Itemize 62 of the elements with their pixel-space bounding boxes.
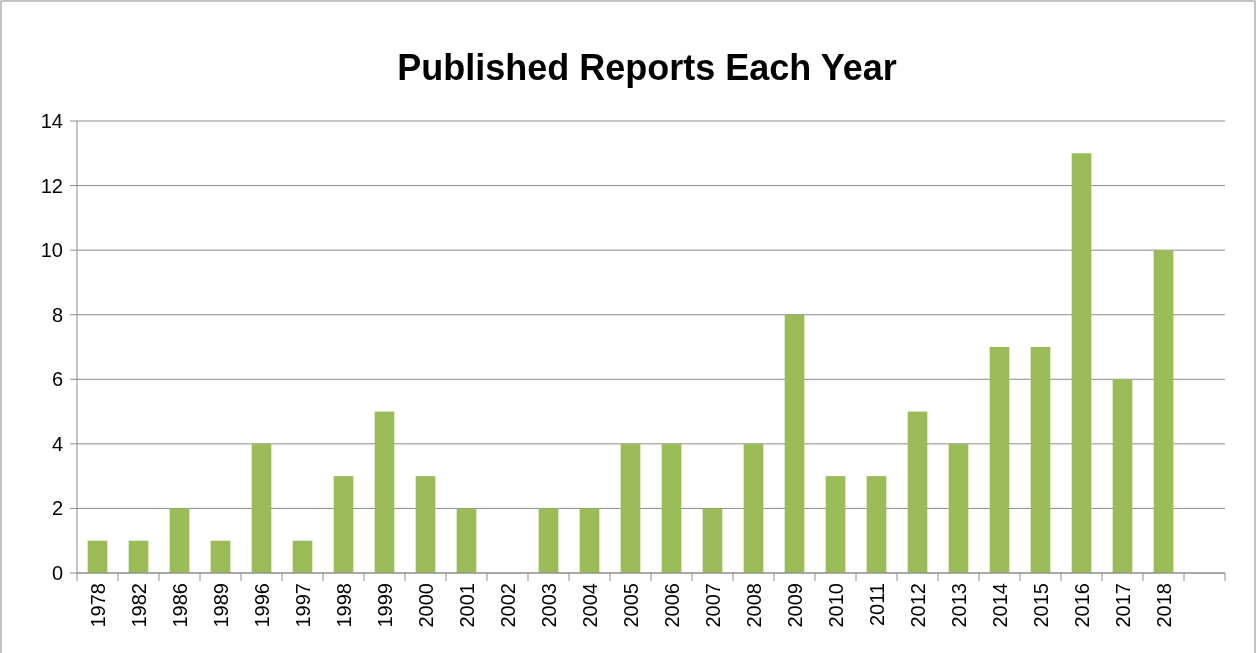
bar [743, 443, 764, 573]
x-tick-label: 2007 [701, 583, 724, 628]
x-tick-label: 2003 [537, 583, 560, 628]
y-tick-label: 12 [40, 174, 63, 197]
x-tick-label: 1996 [250, 583, 273, 628]
x-tick-label: 1982 [127, 583, 150, 628]
bar [784, 314, 805, 573]
bar [1112, 379, 1133, 573]
bar [907, 411, 928, 573]
x-tick-label: 2009 [783, 583, 806, 628]
x-tick-label: 1978 [86, 583, 109, 628]
bar [825, 476, 846, 573]
y-tick-label: 2 [51, 497, 63, 520]
x-tick-label: 2008 [742, 583, 765, 628]
x-tick-label: 2002 [496, 583, 519, 628]
x-tick-label: 2018 [1152, 583, 1175, 628]
x-tick-label: 2012 [906, 583, 929, 628]
x-tick-label: 1998 [332, 583, 355, 628]
x-tick-label: 2014 [988, 583, 1011, 628]
bar [456, 508, 477, 573]
x-tick-label: 2016 [1070, 583, 1093, 628]
x-tick-label: 2004 [578, 583, 601, 628]
x-tick-label: 2000 [414, 583, 437, 628]
bar [989, 347, 1010, 573]
bar [538, 508, 559, 573]
x-tick-label: 2015 [1029, 583, 1052, 628]
bar [948, 443, 969, 573]
bar [1030, 347, 1051, 573]
bar [333, 476, 354, 573]
bar [251, 443, 272, 573]
chart-title: Published Reports Each Year [397, 47, 897, 88]
bar [169, 508, 190, 573]
bar [128, 540, 149, 573]
x-tick-label: 1999 [373, 583, 396, 628]
bar [661, 443, 682, 573]
x-tick-label: 2005 [619, 583, 642, 628]
bar [866, 476, 887, 573]
y-tick-label: 6 [51, 368, 63, 391]
x-tick-label: 2017 [1111, 583, 1134, 628]
bar [87, 540, 108, 573]
bar [415, 476, 436, 573]
y-tick-label: 10 [40, 239, 63, 262]
bar [620, 443, 641, 573]
bar [579, 508, 600, 573]
x-tick-label: 1986 [168, 583, 191, 628]
bar [702, 508, 723, 573]
y-tick-label: 0 [51, 562, 63, 584]
bar [1071, 153, 1092, 573]
x-tick-label: 2001 [455, 583, 478, 628]
x-tick-label: 1997 [291, 583, 314, 628]
x-tick-label: 2013 [947, 583, 970, 628]
y-tick-label: 14 [40, 110, 63, 132]
x-tick-label: 2011 [865, 583, 888, 627]
y-tick-label: 4 [51, 432, 63, 455]
bar [374, 411, 395, 573]
x-tick-label: 2006 [660, 583, 683, 628]
bar [1153, 250, 1174, 573]
x-tick-label: 1989 [209, 583, 232, 628]
x-tick-label: 2010 [824, 583, 847, 628]
bar [210, 540, 231, 573]
bar [292, 540, 313, 573]
y-tick-label: 8 [51, 303, 63, 326]
